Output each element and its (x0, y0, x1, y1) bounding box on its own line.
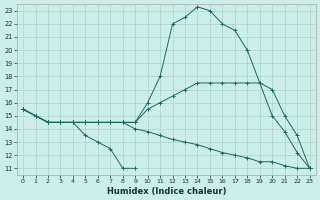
X-axis label: Humidex (Indice chaleur): Humidex (Indice chaleur) (107, 187, 226, 196)
